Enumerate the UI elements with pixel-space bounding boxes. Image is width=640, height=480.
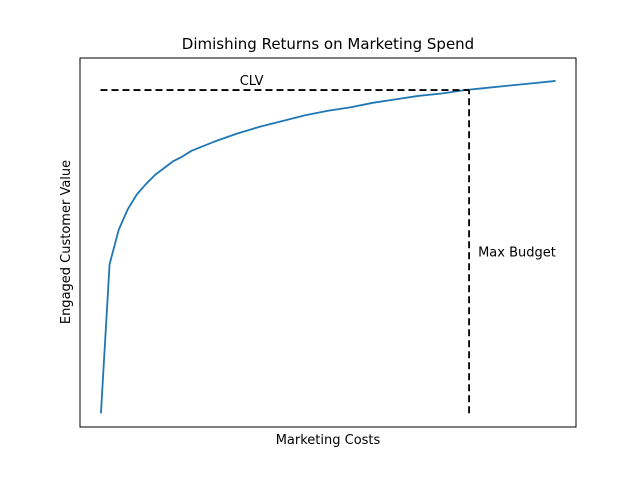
series-line-0 [100,80,556,414]
x-axis-label: Marketing Costs [276,433,381,448]
max-budget-label: Max Budget [478,245,556,260]
chart-title: Dimishing Returns on Marketing Spend [182,35,474,53]
clv-label: CLV [240,74,264,89]
plot-area [79,57,577,428]
annotation-layer: CLV Max Budget [100,74,556,414]
y-axis-label: Engaged Customer Value [59,160,74,324]
series-layer [100,80,556,414]
